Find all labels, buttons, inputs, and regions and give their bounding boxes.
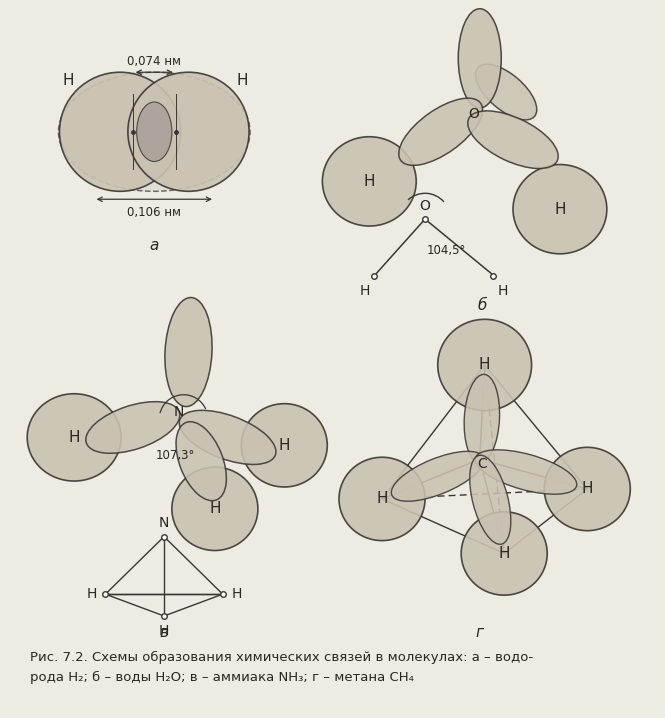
- Text: H: H: [159, 624, 169, 638]
- Ellipse shape: [469, 455, 511, 544]
- Text: H: H: [479, 358, 490, 373]
- Ellipse shape: [467, 111, 558, 169]
- Ellipse shape: [399, 98, 483, 165]
- Ellipse shape: [475, 449, 577, 494]
- Ellipse shape: [165, 297, 212, 406]
- Ellipse shape: [27, 393, 121, 481]
- Text: H: H: [364, 174, 375, 189]
- Ellipse shape: [323, 136, 416, 226]
- Text: б: б: [477, 298, 486, 313]
- Text: H: H: [209, 501, 221, 516]
- Text: H: H: [376, 491, 388, 506]
- Ellipse shape: [128, 73, 249, 191]
- Ellipse shape: [462, 512, 547, 595]
- Text: 0,074 нм: 0,074 нм: [127, 55, 182, 67]
- Ellipse shape: [59, 73, 250, 191]
- Ellipse shape: [339, 457, 425, 541]
- Ellipse shape: [172, 467, 258, 551]
- Text: H: H: [68, 430, 80, 445]
- Ellipse shape: [391, 452, 484, 501]
- Text: H: H: [499, 546, 510, 561]
- Text: в: в: [160, 625, 168, 640]
- Text: H: H: [86, 587, 97, 601]
- Ellipse shape: [59, 73, 181, 191]
- Text: 104,5°: 104,5°: [427, 244, 466, 257]
- Text: а: а: [150, 238, 159, 253]
- Ellipse shape: [475, 64, 537, 120]
- Text: рода H₂; б – воды H₂O; в – аммиака NH₃; г – метана CH₄: рода H₂; б – воды H₂O; в – аммиака NH₃; …: [30, 671, 414, 684]
- Ellipse shape: [180, 410, 276, 465]
- Ellipse shape: [176, 421, 226, 500]
- Text: 107,3°: 107,3°: [156, 449, 196, 462]
- Ellipse shape: [544, 447, 630, 531]
- Text: O: O: [420, 199, 430, 213]
- Text: H: H: [231, 587, 241, 601]
- Text: H: H: [279, 438, 290, 453]
- Ellipse shape: [86, 401, 180, 453]
- Text: H: H: [498, 284, 509, 297]
- Ellipse shape: [438, 320, 531, 411]
- Text: H: H: [237, 73, 248, 88]
- Text: Рис. 7.2. Схемы образования химических связей в молекулах: а – водо-: Рис. 7.2. Схемы образования химических с…: [30, 651, 533, 664]
- Text: H: H: [581, 482, 593, 496]
- Text: H: H: [554, 202, 566, 217]
- Ellipse shape: [137, 102, 172, 162]
- Text: г: г: [475, 625, 483, 640]
- Text: 0,106 нм: 0,106 нм: [127, 205, 182, 219]
- Text: H: H: [359, 284, 370, 297]
- Ellipse shape: [241, 404, 327, 487]
- Text: O: O: [468, 107, 479, 121]
- Text: N: N: [159, 516, 169, 530]
- Text: N: N: [174, 404, 184, 419]
- Ellipse shape: [513, 164, 607, 254]
- Text: C: C: [477, 457, 487, 471]
- Ellipse shape: [458, 9, 501, 108]
- Ellipse shape: [464, 374, 499, 463]
- Text: H: H: [63, 73, 74, 88]
